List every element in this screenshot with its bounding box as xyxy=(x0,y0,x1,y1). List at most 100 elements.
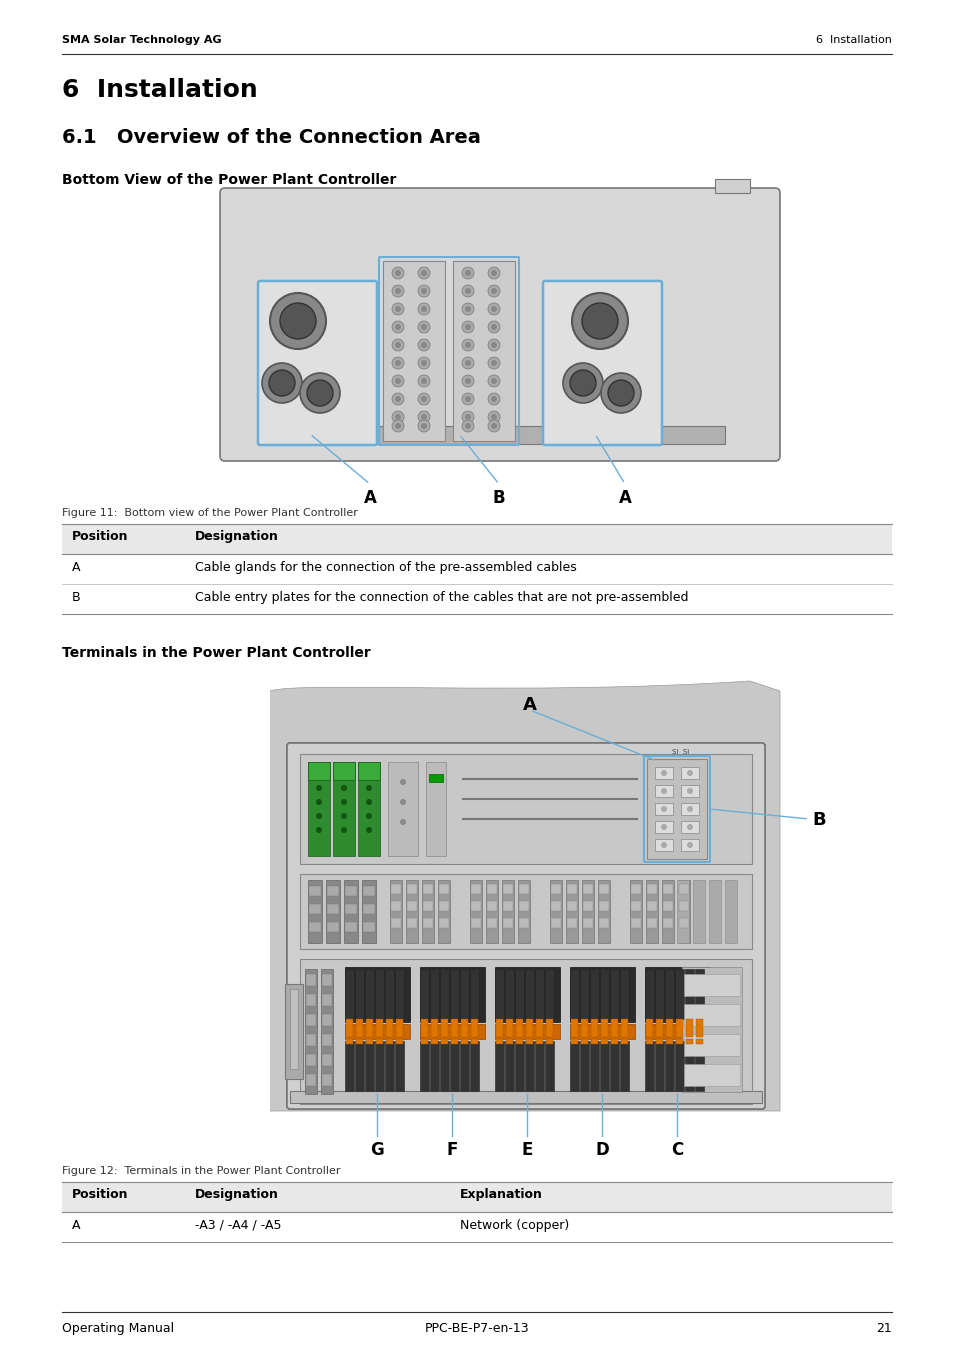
Bar xyxy=(679,900,688,911)
Circle shape xyxy=(491,360,497,366)
Bar xyxy=(430,969,438,1019)
Bar xyxy=(407,918,416,927)
Bar xyxy=(544,1041,554,1091)
Bar xyxy=(664,1041,673,1091)
Circle shape xyxy=(417,420,430,432)
Bar xyxy=(419,1041,429,1091)
Circle shape xyxy=(491,288,497,294)
Bar xyxy=(545,1019,553,1037)
Bar xyxy=(582,900,593,911)
Circle shape xyxy=(399,799,406,805)
Bar xyxy=(439,969,449,1019)
Circle shape xyxy=(417,302,430,315)
Bar xyxy=(327,886,338,896)
Bar xyxy=(345,886,356,896)
Bar xyxy=(536,1040,542,1044)
Bar xyxy=(684,1041,693,1091)
Bar xyxy=(646,759,706,859)
Circle shape xyxy=(491,324,497,329)
Bar xyxy=(724,880,737,944)
Bar xyxy=(308,880,322,944)
Bar xyxy=(518,918,529,927)
Bar xyxy=(439,1041,449,1091)
FancyBboxPatch shape xyxy=(542,281,661,446)
FancyBboxPatch shape xyxy=(287,743,764,1108)
Circle shape xyxy=(488,321,499,333)
Circle shape xyxy=(660,769,666,776)
Circle shape xyxy=(464,288,471,294)
Bar xyxy=(486,900,497,911)
Circle shape xyxy=(461,321,474,333)
Circle shape xyxy=(464,360,471,366)
Bar xyxy=(345,967,410,1022)
Bar xyxy=(470,1041,478,1091)
Bar xyxy=(524,969,534,1019)
Bar xyxy=(645,1040,652,1044)
Bar xyxy=(406,880,417,944)
Bar xyxy=(656,1040,662,1044)
Bar xyxy=(676,1019,682,1037)
Bar xyxy=(551,918,560,927)
Text: 6.1   Overview of the Connection Area: 6.1 Overview of the Connection Area xyxy=(62,128,480,147)
Circle shape xyxy=(315,784,322,791)
Bar xyxy=(62,1183,891,1212)
Bar xyxy=(299,958,751,1104)
Bar xyxy=(683,1004,740,1026)
Bar xyxy=(516,1019,522,1037)
Bar xyxy=(320,969,333,1094)
Circle shape xyxy=(488,302,499,315)
Circle shape xyxy=(491,423,497,429)
Text: SMA Solar Technology AG: SMA Solar Technology AG xyxy=(62,35,221,45)
Bar xyxy=(518,884,529,894)
Circle shape xyxy=(488,410,499,423)
Bar xyxy=(571,1019,578,1037)
Circle shape xyxy=(399,819,406,825)
FancyBboxPatch shape xyxy=(287,743,764,1108)
Bar xyxy=(551,900,560,911)
Circle shape xyxy=(366,828,372,833)
Circle shape xyxy=(270,293,326,350)
Bar xyxy=(629,880,641,944)
Bar xyxy=(525,1040,533,1044)
Text: Designation: Designation xyxy=(194,531,278,543)
Text: A: A xyxy=(363,489,376,508)
Bar xyxy=(645,880,658,944)
Bar xyxy=(309,886,320,896)
Bar xyxy=(386,1040,393,1044)
Bar xyxy=(306,973,315,985)
Bar xyxy=(646,900,657,911)
Bar xyxy=(504,1041,514,1091)
Bar xyxy=(62,524,891,554)
Circle shape xyxy=(392,267,403,279)
Bar xyxy=(580,1040,587,1044)
Bar xyxy=(590,1040,598,1044)
Text: G: G xyxy=(370,1141,383,1160)
Bar xyxy=(357,761,379,856)
Bar xyxy=(375,969,384,1019)
Circle shape xyxy=(420,270,427,275)
Circle shape xyxy=(340,799,347,805)
Bar xyxy=(610,1040,618,1044)
Circle shape xyxy=(395,306,400,312)
Circle shape xyxy=(392,339,403,351)
Bar xyxy=(644,1041,654,1091)
Bar xyxy=(675,969,683,1019)
Bar xyxy=(655,784,672,796)
Bar xyxy=(366,1040,373,1044)
Text: Bottom View of the Power Plant Controller: Bottom View of the Power Plant Controlle… xyxy=(62,173,395,188)
Bar xyxy=(544,969,554,1019)
Circle shape xyxy=(607,379,634,406)
Bar xyxy=(375,1019,382,1037)
Bar xyxy=(388,761,417,856)
Text: A: A xyxy=(71,1219,80,1233)
Text: B: B xyxy=(492,489,505,508)
Bar xyxy=(357,761,379,780)
Bar xyxy=(685,1019,692,1037)
Bar xyxy=(345,904,356,914)
Bar xyxy=(322,1034,332,1046)
Bar xyxy=(495,969,503,1019)
Bar xyxy=(290,990,297,1069)
Bar xyxy=(346,1040,353,1044)
Bar xyxy=(431,1019,437,1037)
Bar xyxy=(420,1040,428,1044)
